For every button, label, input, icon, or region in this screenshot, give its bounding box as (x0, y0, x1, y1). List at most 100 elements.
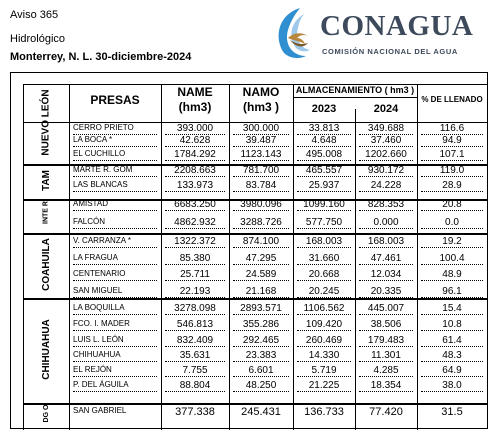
row-dotted-line (359, 176, 413, 177)
col-namo-unit: (hm3 ) (243, 100, 279, 114)
cell-namo: 781.700 (242, 165, 280, 176)
col-llenado: % DE LLENADO (421, 95, 483, 104)
row-dotted-line (297, 247, 351, 248)
cell-a2024: 349.688 (367, 123, 405, 134)
place-date: Monterrey, N. L. 30-diciembre-2024 (10, 51, 192, 63)
row-dotted-line (73, 297, 157, 298)
cell-name: 35.631 (179, 350, 211, 361)
row-dotted-line (297, 280, 351, 281)
row-dotted-line (359, 314, 413, 315)
row-dotted-line (73, 264, 157, 265)
presa-name: SAN GABRIEL (73, 406, 127, 415)
cell-pct: 28.9 (442, 180, 462, 191)
cell-pct: 61.4 (442, 335, 462, 346)
cell-namo: 39.487 (245, 135, 277, 146)
column-divider (69, 84, 70, 430)
cell-a2024: 930.172 (367, 165, 405, 176)
group-divider (23, 199, 487, 201)
cell-a2024: 24.228 (370, 180, 402, 191)
cell-namo: 2893.571 (240, 303, 282, 314)
presa-name: CENTENARIO (73, 269, 126, 278)
alm-subheader-line (293, 97, 417, 98)
row-dotted-line (73, 376, 157, 377)
row-dotted-line (359, 228, 413, 229)
cell-name: 88.804 (179, 380, 211, 391)
row-dotted-line (297, 160, 351, 161)
row-dotted-line (73, 314, 157, 315)
presa-name: P. DEL ÁGUILA (73, 380, 129, 389)
row-dotted-line (297, 314, 351, 315)
cell-a2024: 12.034 (370, 269, 402, 280)
cell-name: 1322.372 (174, 236, 216, 247)
row-dotted-line (359, 247, 413, 248)
cell-a2023: 21.225 (308, 380, 340, 391)
cell-a2024: 20.335 (370, 286, 402, 297)
row-dotted-line (233, 280, 289, 281)
row-dotted-line (421, 376, 483, 377)
header-top-line (23, 84, 487, 85)
cell-name: 377.338 (175, 406, 215, 418)
column-divider (229, 84, 230, 430)
state-divider (23, 84, 24, 430)
presa-name: AMISTAD (73, 199, 108, 208)
cell-a2024: 828.353 (367, 199, 405, 210)
logo-subtitle: COMISIÓN NACIONAL DEL AGUA (322, 47, 458, 56)
row-dotted-line (73, 247, 157, 248)
row-dotted-line (233, 247, 289, 248)
row-dotted-line (421, 264, 483, 265)
row-dotted-line (233, 330, 289, 331)
cell-name: 546.813 (176, 319, 214, 330)
cell-pct: 64.9 (442, 365, 462, 376)
cell-pct: 31.5 (441, 406, 463, 418)
row-dotted-line (297, 191, 351, 192)
cell-a2024: 168.003 (367, 236, 405, 247)
row-dotted-line (297, 228, 351, 229)
row-dotted-line (359, 361, 413, 362)
cell-namo: 21.168 (245, 286, 277, 297)
cell-a2023: 577.750 (305, 217, 343, 228)
group-divider (23, 298, 487, 300)
presa-name: MARTE R. GÓM (73, 165, 133, 174)
cell-pct: 0.0 (445, 217, 459, 228)
row-dotted-line (421, 146, 483, 147)
cell-name: 393.000 (176, 123, 214, 134)
state-label: COAHUILA (40, 237, 52, 291)
row-dotted-line (359, 330, 413, 331)
cell-a2023: 31.660 (308, 253, 340, 264)
row-dotted-line (73, 134, 157, 135)
cell-a2023: 4.648 (311, 135, 337, 146)
cell-pct: 96.1 (442, 286, 462, 297)
cell-a2024: 38.506 (370, 319, 402, 330)
state-label: INTE R (42, 201, 50, 224)
cell-a2024: 77.420 (369, 406, 403, 418)
eagle-water-icon (278, 8, 310, 58)
row-dotted-line (421, 247, 483, 248)
row-dotted-line (297, 176, 351, 177)
row-dotted-line (233, 146, 289, 147)
cell-name: 4862.932 (174, 217, 216, 228)
cell-name: 1784.292 (174, 149, 216, 160)
cell-name: 133.973 (176, 180, 214, 191)
row-dotted-line (233, 228, 289, 229)
cell-name: 832.409 (176, 335, 214, 346)
row-dotted-line (165, 376, 225, 377)
header-bottom-line (23, 122, 487, 123)
col-2023: 2023 (311, 103, 337, 115)
cell-namo: 83.784 (245, 180, 277, 191)
row-dotted-line (421, 280, 483, 281)
presa-name: CERRO PRIETO (73, 123, 134, 132)
cell-namo: 292.465 (242, 335, 280, 346)
presa-name: EL REJÓN (73, 365, 112, 374)
cell-pct: 20.8 (442, 199, 462, 210)
cell-a2024: 1202.660 (365, 149, 407, 160)
row-dotted-line (297, 146, 351, 147)
row-dotted-line (233, 391, 289, 392)
row-dotted-line (359, 391, 413, 392)
row-dotted-line (297, 391, 351, 392)
row-dotted-line (165, 297, 225, 298)
row-dotted-line (73, 280, 157, 281)
col-2024: 2024 (373, 103, 399, 115)
cell-pct: 48.9 (442, 269, 462, 280)
row-dotted-line (359, 146, 413, 147)
col-namo: NAMO (242, 85, 280, 99)
